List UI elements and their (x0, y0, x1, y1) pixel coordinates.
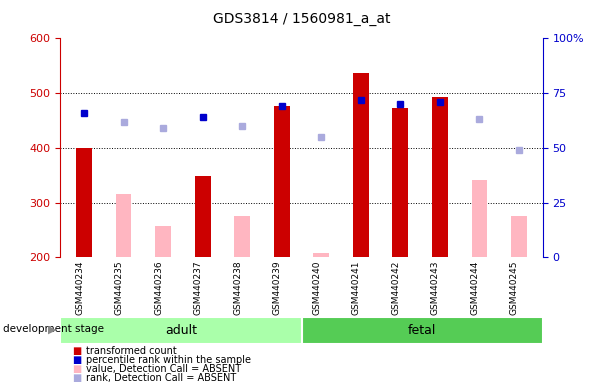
Text: ■: ■ (72, 364, 81, 374)
Bar (235, 216, 250, 257)
Text: GSM440234: GSM440234 (75, 260, 84, 315)
Bar (60, 317, 302, 344)
Text: development stage: development stage (3, 324, 104, 334)
Text: GSM440239: GSM440239 (273, 260, 282, 315)
Text: GSM440235: GSM440235 (115, 260, 124, 315)
Bar (195, 176, 210, 257)
Text: value, Detection Call = ABSENT: value, Detection Call = ABSENT (86, 364, 241, 374)
Text: ■: ■ (72, 373, 81, 383)
Text: transformed count: transformed count (86, 346, 176, 356)
Text: GSM440238: GSM440238 (233, 260, 242, 315)
Text: percentile rank within the sample: percentile rank within the sample (86, 355, 251, 365)
Text: ■: ■ (72, 346, 81, 356)
Bar (76, 148, 92, 257)
Text: GSM440241: GSM440241 (352, 260, 361, 315)
Text: GSM440236: GSM440236 (154, 260, 163, 315)
Bar (116, 194, 131, 257)
Text: ▶: ▶ (48, 324, 57, 334)
Bar (274, 106, 289, 257)
Text: GSM440243: GSM440243 (431, 260, 440, 315)
Text: GDS3814 / 1560981_a_at: GDS3814 / 1560981_a_at (213, 12, 390, 25)
Text: GSM440240: GSM440240 (312, 260, 321, 315)
Bar (314, 253, 329, 257)
Text: GSM440244: GSM440244 (470, 260, 479, 314)
Bar (302, 317, 543, 344)
Text: ■: ■ (72, 355, 81, 365)
Text: adult: adult (165, 324, 197, 337)
Bar (353, 73, 368, 257)
Text: fetal: fetal (408, 324, 437, 337)
Bar (155, 225, 171, 257)
Text: GSM440242: GSM440242 (391, 260, 400, 314)
Text: GSM440245: GSM440245 (510, 260, 519, 315)
Bar (472, 180, 487, 257)
Bar (432, 98, 448, 257)
Text: GSM440237: GSM440237 (194, 260, 203, 315)
Bar (393, 108, 408, 257)
Text: rank, Detection Call = ABSENT: rank, Detection Call = ABSENT (86, 373, 236, 383)
Bar (511, 216, 527, 257)
